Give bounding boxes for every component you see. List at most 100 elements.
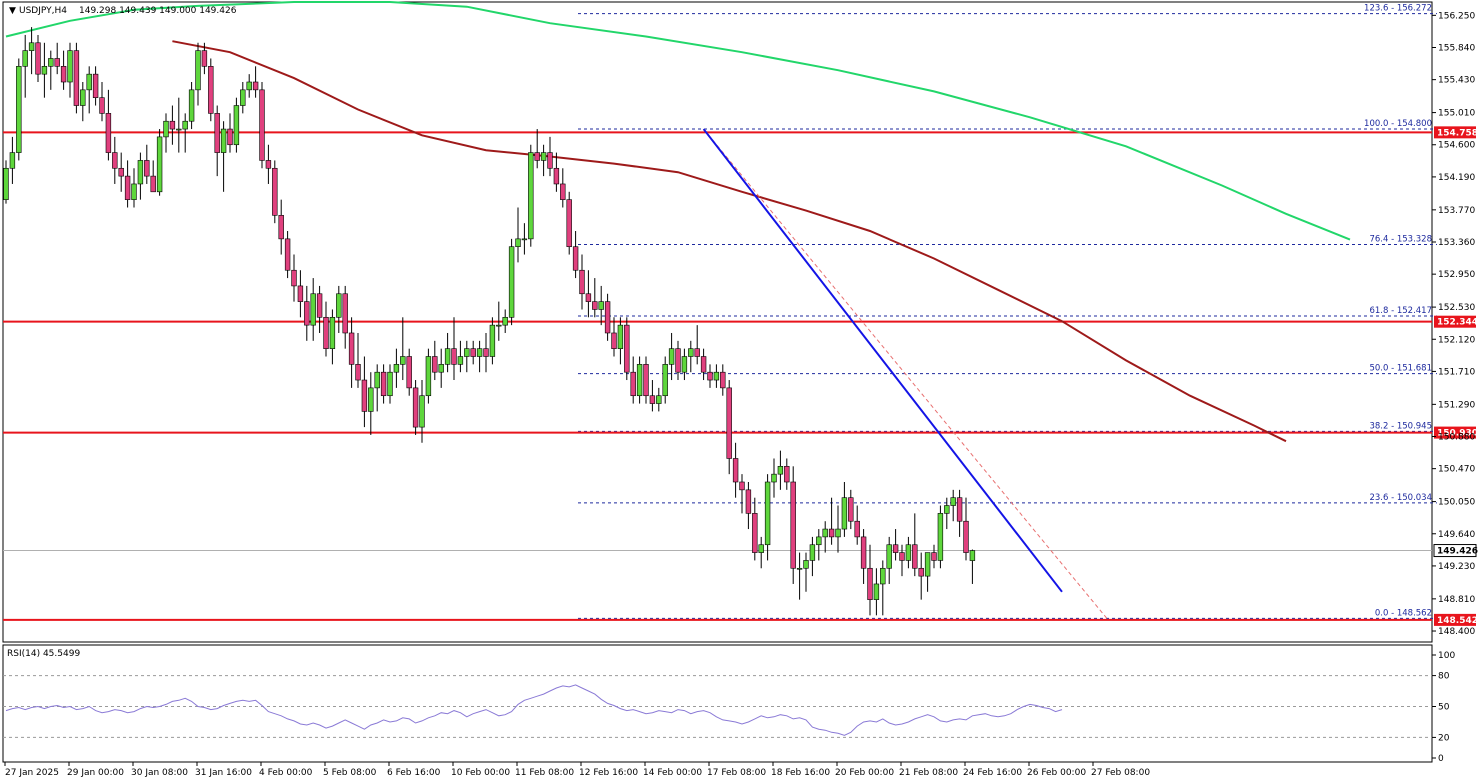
bear-candle bbox=[169, 120, 176, 130]
price-tick-label: 153.360 bbox=[1438, 238, 1475, 248]
bull-candle bbox=[937, 513, 944, 561]
bear-candle bbox=[291, 269, 297, 287]
bull-candle bbox=[502, 316, 508, 326]
time-tick-label: 6 Feb 16:00 bbox=[387, 768, 441, 778]
bull-candle bbox=[457, 356, 464, 365]
bull-candle bbox=[220, 128, 227, 153]
bear-candle bbox=[566, 199, 572, 248]
bear-candle bbox=[624, 324, 630, 373]
bull-candle bbox=[156, 136, 163, 193]
bull-candle bbox=[476, 348, 483, 357]
ohlc-label: 149.298 149.439 149.000 149.426 bbox=[79, 6, 237, 16]
bull-candle bbox=[540, 152, 547, 161]
time-tick-label: 30 Jan 08:00 bbox=[131, 768, 188, 778]
bear-candle bbox=[604, 301, 611, 334]
bull-candle bbox=[67, 50, 73, 83]
bull-candle bbox=[508, 246, 515, 318]
time-tick-label: 4 Feb 00:00 bbox=[259, 768, 313, 778]
rsi-pane[interactable]: RSI(14) 45.5499 bbox=[2, 644, 1433, 763]
bear-candle bbox=[547, 152, 553, 169]
fibonacci-levels: 123.6 - 156.272 100.0 - 154.800 76.4 - 153… bbox=[578, 4, 1437, 619]
bearish-trendline[interactable] bbox=[702, 128, 1063, 593]
price-axis[interactable]: 156.250 155.840 155.430 155.010 154.600 154.1… bbox=[1432, 11, 1478, 637]
bear-candle bbox=[700, 356, 707, 373]
bull-candle bbox=[425, 356, 432, 397]
bear-candle bbox=[956, 497, 963, 522]
bear-candle bbox=[912, 544, 918, 569]
bull-candle bbox=[771, 473, 777, 483]
bear-candle bbox=[611, 332, 617, 349]
bull-candle bbox=[393, 364, 400, 373]
bear-candle bbox=[745, 489, 752, 514]
bear-candle bbox=[272, 167, 278, 216]
bull-candle bbox=[9, 152, 16, 169]
bear-candle bbox=[963, 520, 969, 553]
bear-candle bbox=[412, 387, 419, 428]
bull-candle bbox=[758, 544, 764, 553]
bull-candle bbox=[137, 160, 144, 185]
price-tick-label: 154.600 bbox=[1438, 141, 1475, 151]
price-tick-label: 152.950 bbox=[1438, 270, 1475, 280]
bull-candle bbox=[400, 356, 406, 365]
bear-candle bbox=[284, 238, 291, 271]
symbol-dropdown-icon[interactable]: ▼ bbox=[9, 6, 16, 16]
rsi-label: RSI(14) 45.5499 bbox=[7, 649, 80, 659]
bear-candle bbox=[854, 520, 860, 538]
bear-candle bbox=[918, 567, 924, 577]
time-axis: 27 Jan 2025 29 Jan 00:00 30 Jan 08:00 31 Ja… bbox=[4, 762, 1150, 778]
bull-candle bbox=[182, 120, 188, 130]
time-tick-label: 12 Feb 16:00 bbox=[579, 768, 638, 778]
bull-candle bbox=[496, 324, 502, 327]
bear-candle bbox=[112, 152, 118, 169]
time-tick-label: 14 Feb 00:00 bbox=[643, 768, 702, 778]
bear-candle bbox=[355, 364, 361, 381]
bull-candle bbox=[86, 73, 92, 91]
bear-candle bbox=[342, 293, 348, 334]
bear-candle bbox=[99, 97, 105, 114]
bear-candle bbox=[201, 50, 208, 67]
bear-candle bbox=[73, 50, 80, 106]
fib-label: 38.2 - 150.945 bbox=[1369, 421, 1432, 431]
bear-candle bbox=[227, 128, 233, 146]
price-pane[interactable]: 123.6 - 156.272 100.0 - 154.800 76.4 - 153… bbox=[2, 1, 1478, 643]
bear-candle bbox=[553, 167, 560, 185]
bull-candle bbox=[464, 348, 470, 357]
bear-candle bbox=[630, 371, 636, 397]
price-tick-label: 149.230 bbox=[1438, 562, 1475, 572]
rsi-tick-label: 80 bbox=[1438, 672, 1450, 682]
time-tick-label: 27 Jan 2025 bbox=[5, 768, 59, 778]
bear-candle bbox=[208, 66, 214, 114]
level-price-box bbox=[1434, 315, 1476, 328]
bear-candle bbox=[649, 395, 656, 404]
bull-candle bbox=[22, 50, 28, 67]
bear-candle bbox=[572, 246, 579, 271]
current-price-label: 149.426 bbox=[1437, 547, 1478, 557]
horizontal-levels[interactable]: 154.758 152.344 150.930 148.542 bbox=[3, 126, 1478, 626]
fib-label: 100.0 - 154.800 bbox=[1364, 119, 1432, 129]
bear-candle bbox=[790, 481, 796, 569]
bear-candle bbox=[720, 371, 726, 389]
price-tick-label: 148.400 bbox=[1438, 627, 1475, 637]
bear-candle bbox=[451, 348, 457, 365]
bull-candle bbox=[419, 395, 425, 428]
current-price-box bbox=[1433, 544, 1477, 558]
bull-candle bbox=[681, 356, 688, 373]
bear-candle bbox=[316, 293, 323, 318]
bull-candle bbox=[816, 536, 822, 546]
bull-candle bbox=[336, 293, 342, 318]
bull-candle bbox=[688, 348, 694, 357]
bull-candle bbox=[521, 238, 528, 241]
bull-candle bbox=[515, 238, 521, 248]
bull-candle bbox=[374, 371, 380, 389]
bull-candle bbox=[310, 293, 316, 326]
bear-candle bbox=[259, 89, 265, 161]
bear-candle bbox=[278, 215, 284, 240]
bear-candle bbox=[732, 458, 739, 483]
bear-candle bbox=[265, 160, 272, 169]
bear-candle bbox=[726, 387, 732, 459]
bull-candle bbox=[188, 89, 195, 122]
bear-candle bbox=[784, 466, 790, 483]
price-tick-label: 151.710 bbox=[1438, 367, 1475, 377]
bear-candle bbox=[585, 293, 592, 302]
bull-candle bbox=[80, 89, 86, 106]
